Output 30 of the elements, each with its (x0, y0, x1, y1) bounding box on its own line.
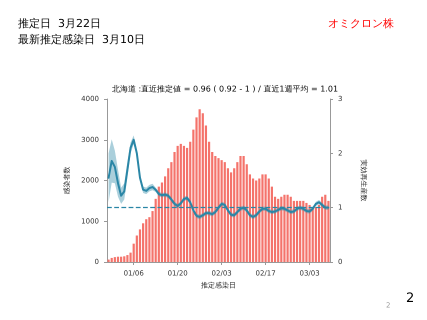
bar (268, 178, 270, 262)
bar (258, 178, 260, 262)
text: オミクロン株 (328, 17, 394, 30)
bar (142, 223, 144, 262)
bar (198, 109, 201, 262)
bar (324, 194, 326, 262)
bar (145, 219, 148, 262)
bar (299, 200, 302, 262)
bar (314, 206, 317, 262)
bar (114, 257, 116, 262)
bar (180, 144, 182, 262)
text: 推定日 3月22日 (18, 17, 101, 30)
text: 最新推定感染日 3月10日 (18, 33, 145, 46)
bar (280, 196, 282, 262)
bar (277, 198, 280, 262)
bar (255, 180, 258, 262)
bar (312, 206, 314, 262)
text: 2 (406, 291, 414, 306)
bar (290, 196, 292, 262)
bar (176, 146, 179, 262)
bar (202, 113, 204, 262)
chart-title: 北海道 :直近推定値 = 0.96 ( 0.92 - 1 ) / 直近1週平均 = 1.01 (112, 84, 338, 94)
bar (224, 162, 226, 262)
bar (116, 256, 120, 262)
bar (158, 186, 160, 262)
bar (120, 256, 122, 262)
bar (123, 256, 126, 262)
bar (302, 200, 304, 262)
bar (126, 255, 129, 262)
bar (110, 258, 113, 262)
